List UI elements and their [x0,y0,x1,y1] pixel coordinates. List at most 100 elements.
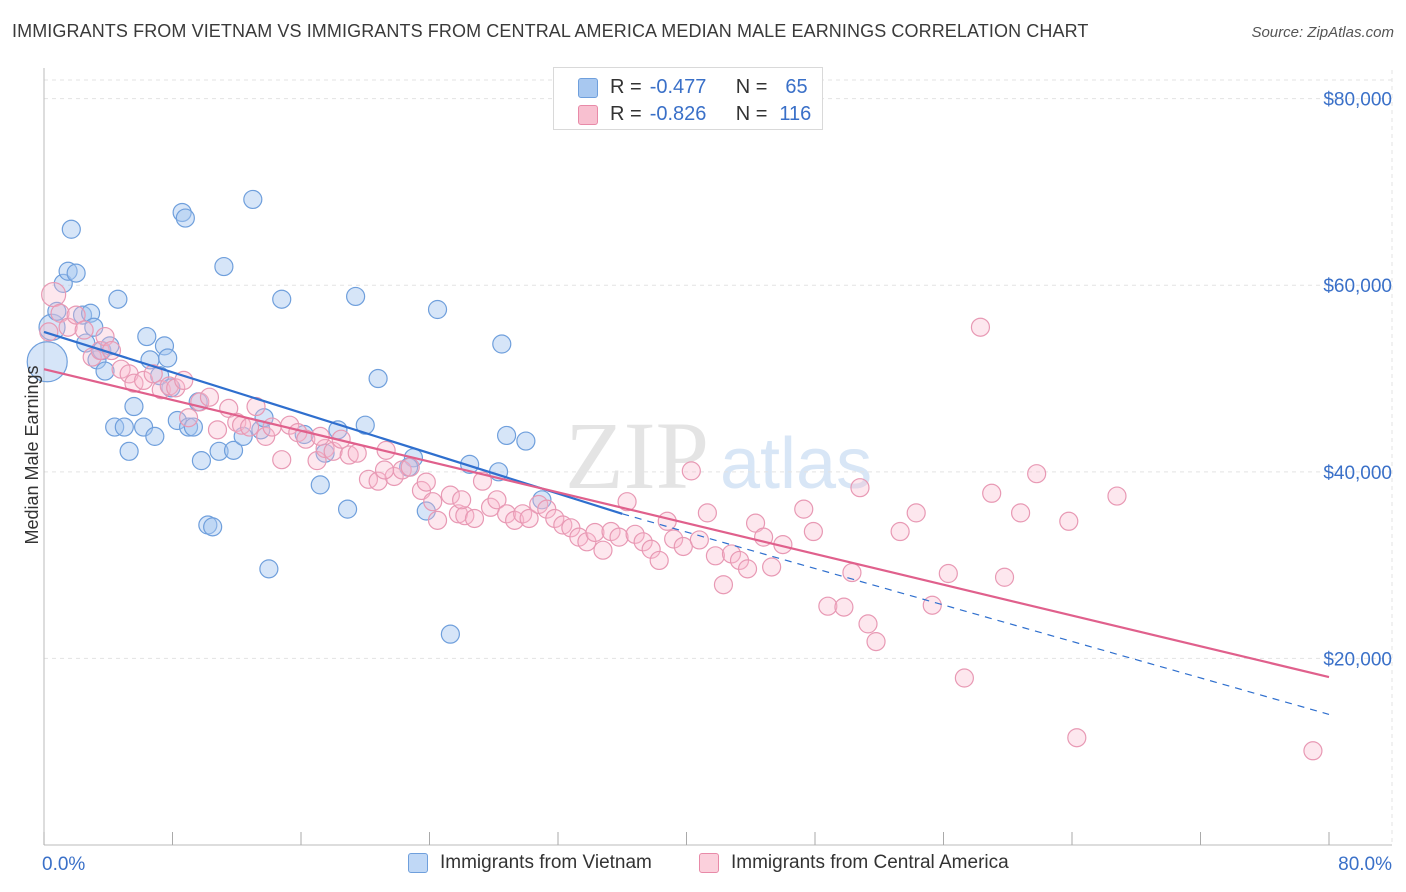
legend-label-central-america: Immigrants from Central America [731,852,1009,873]
point-central-america [374,460,395,480]
point-central-america [256,426,276,446]
point-vietnam [105,417,125,437]
point-vietnam [175,208,195,228]
series-central-america-points [39,281,1323,761]
trendline-central-america [43,368,1330,679]
point-vietnam [460,454,480,474]
point-central-america [673,536,693,557]
point-vietnam [172,202,192,223]
point-central-america [39,322,59,342]
point-central-america [1067,728,1087,748]
point-vietnam [516,431,536,451]
legend-item-vietnam[interactable]: Immigrants from Vietnam [408,852,652,874]
stats-r-value: -0.477 [649,76,707,98]
point-central-america [938,563,958,584]
point-vietnam [368,368,388,389]
point-vietnam [58,261,78,281]
legend-item-central-america[interactable]: Immigrants from Central America [699,852,1009,874]
point-central-america [705,546,726,566]
point-central-america [400,457,420,477]
trend-lines [43,330,1330,715]
point-vietnam [145,426,165,446]
point-central-america [664,529,684,549]
stats-row-central-america: R = -0.826 N = 116 [578,103,811,126]
trendline-vietnam [43,330,623,515]
chart-legend: Immigrants from Vietnam Immigrants from … [0,850,1406,880]
point-central-america [689,530,709,550]
point-vietnam [53,273,73,293]
point-central-america [472,471,493,491]
y-tick-label: $80,000 [1323,90,1392,111]
legend-label-vietnam: Immigrants from Vietnam [440,852,652,873]
point-central-america [1303,741,1323,761]
point-central-america [487,490,507,510]
point-central-america [272,450,292,470]
point-central-america [737,559,758,579]
point-central-america [143,364,163,384]
stats-swatch-vietnam [578,77,598,98]
point-central-america [66,305,86,325]
point-vietnam [108,289,128,309]
point-central-america [440,485,460,505]
point-central-america [41,281,67,308]
point-central-america [416,472,436,492]
point-central-america [657,511,677,531]
point-central-america [1059,511,1079,531]
stats-r-label: R = [610,103,642,125]
point-central-america [464,508,485,529]
point-vietnam [95,361,115,381]
point-vietnam [337,499,358,519]
point-vietnam [259,559,279,579]
point-vietnam [497,425,517,446]
point-vietnam [137,326,157,347]
point-vietnam [214,256,234,277]
point-central-america [982,483,1002,503]
legend-swatch-vietnam [408,853,428,873]
stats-r-label: R = [610,76,642,98]
x-tick-label-end: 80.0% [1338,854,1392,875]
point-vietnam [72,305,93,325]
point-central-america [1107,486,1127,506]
point-central-america [625,524,645,544]
point-central-america [922,595,942,615]
point-central-america [585,522,605,543]
legend-swatch-central-america [699,853,719,873]
y-axis-label: Median Male Earnings [22,365,42,544]
point-vietnam [310,475,330,495]
point-central-america [906,503,926,523]
y-tick-label: $60,000 [1323,276,1392,297]
point-central-america [994,567,1015,587]
stats-n-label: N = [735,76,768,98]
point-central-america [834,597,854,617]
point-central-america [858,614,878,634]
point-central-america [480,497,501,517]
point-central-america [681,461,701,481]
point-vietnam [119,441,139,461]
point-central-america [641,539,661,559]
point-central-america [95,326,115,347]
point-vietnam [191,451,212,471]
point-central-america [519,508,539,529]
point-vietnam [66,263,86,283]
point-central-america [970,317,991,337]
point-central-america [954,668,974,688]
stats-n-value: 65 [785,76,808,98]
point-central-america [890,521,910,542]
point-central-america [609,527,629,547]
chart-title: IMMIGRANTS FROM VIETNAM VS IMMIGRANTS FR… [12,21,1089,41]
watermark-zip: ZIP [565,402,709,509]
y-tick-labels: $20,000 $40,000 $60,000 $80,000 [1323,90,1392,671]
point-central-america [649,550,669,571]
point-central-america [178,408,199,428]
point-vietnam [440,624,460,644]
point-vietnam [355,415,375,435]
point-central-america [339,445,359,465]
point-central-america [159,376,179,396]
y-tick-label: $40,000 [1323,463,1392,484]
point-central-america [866,632,886,652]
point-central-america [721,544,742,564]
point-vietnam [223,440,244,460]
point-central-america [133,370,154,391]
point-central-america [296,429,316,449]
